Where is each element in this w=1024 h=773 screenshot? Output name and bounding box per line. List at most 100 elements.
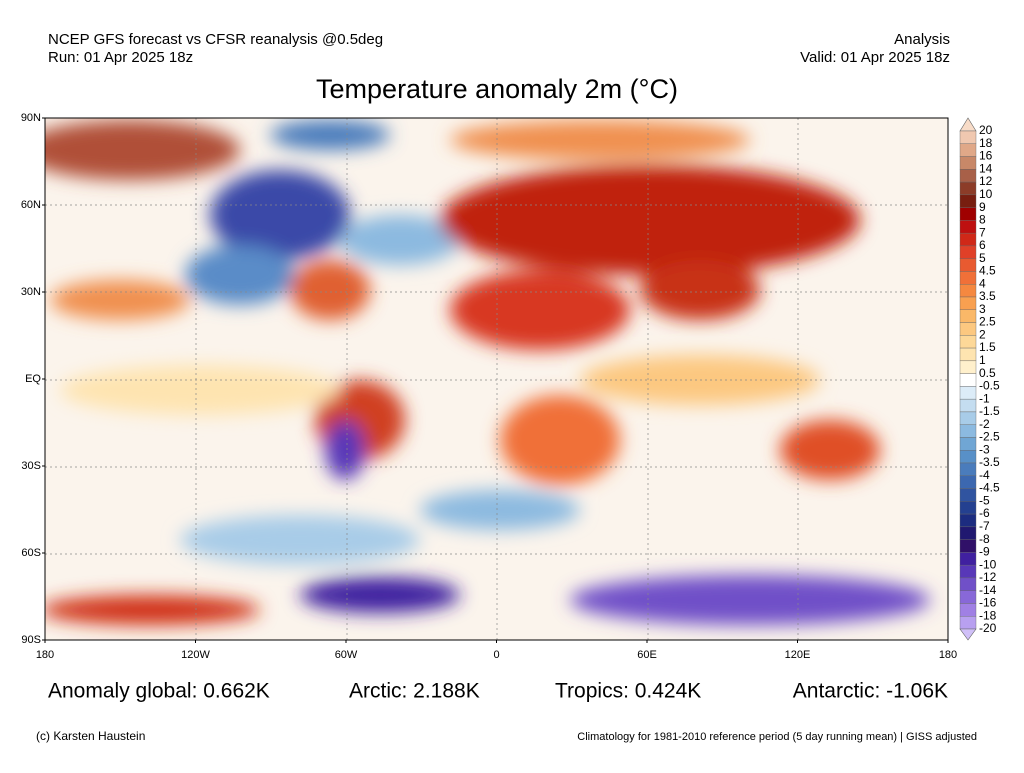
lat-label: 60S xyxy=(21,547,41,559)
colorbar-label: 0.5 xyxy=(979,366,996,380)
colorbar-bin xyxy=(959,475,977,489)
colorbar-label: -5 xyxy=(979,493,990,507)
colorbar-label: -6 xyxy=(979,506,990,520)
colorbar-bin xyxy=(959,284,977,298)
colorbar-bin xyxy=(959,271,977,285)
colorbar-bin xyxy=(959,501,977,515)
lat-label: 60N xyxy=(21,199,41,211)
colorbar-bin xyxy=(959,577,977,591)
colorbar-bin xyxy=(959,335,977,349)
lon-label: 180 xyxy=(36,649,54,661)
colorbar-bin xyxy=(959,220,977,234)
colorbar-label: -0.5 xyxy=(979,379,1000,393)
colorbar-label: 12 xyxy=(979,174,993,188)
colorbar-bin xyxy=(959,462,977,476)
colorbar-label: 2 xyxy=(979,327,986,341)
colorbar-label: -3 xyxy=(979,442,990,456)
colorbar-bin xyxy=(959,424,977,438)
colorbar-bin xyxy=(959,360,977,374)
colorbar-bin xyxy=(959,603,977,617)
map-axes: 90N 60N 30N EQ 30S 60S 90S 180 120W 60W 0 60E 120E 18… xyxy=(21,112,957,661)
colorbar-label: -1 xyxy=(979,391,990,405)
colorbar-label: 7 xyxy=(979,225,986,239)
lon-label: 60E xyxy=(637,649,657,661)
colorbar-arrow xyxy=(959,628,977,641)
credit: (c) Karsten Haustein xyxy=(36,729,145,743)
colorbar-label: -1.5 xyxy=(979,404,1000,418)
map-title: Temperature anomaly 2m (°C) xyxy=(316,74,678,104)
colorbar-label: -8 xyxy=(979,532,990,546)
colorbar-label: 8 xyxy=(979,213,986,227)
colorbar-bin xyxy=(959,207,977,221)
colorbar-bin xyxy=(959,143,977,157)
colorbar-label: -2 xyxy=(979,417,990,431)
colorbar-bin xyxy=(959,296,977,310)
colorbar: 201816141210987654.543.532.521.510.5-0.5… xyxy=(959,117,1000,641)
colorbar-label: 1.5 xyxy=(979,340,996,354)
lon-label: 60W xyxy=(335,649,358,661)
colorbar-label: -12 xyxy=(979,570,997,584)
colorbar-bin xyxy=(959,411,977,425)
colorbar-label: 10 xyxy=(979,187,993,201)
colorbar-label: 20 xyxy=(979,123,993,137)
lon-label: 180 xyxy=(939,649,957,661)
lon-label: 120E xyxy=(785,649,811,661)
lat-label: 90N xyxy=(21,112,41,124)
climatology-note: Climatology for 1981-2010 reference peri… xyxy=(577,731,977,743)
lat-label: 90S xyxy=(21,634,41,646)
colorbar-label: -3.5 xyxy=(979,455,1000,469)
colorbar-label: 6 xyxy=(979,238,986,252)
colorbar-bin xyxy=(959,245,977,259)
colorbar-bin xyxy=(959,232,977,247)
colorbar-label: -14 xyxy=(979,583,997,597)
colorbar-label: -7 xyxy=(979,519,990,533)
header-line: Valid: 01 Apr 2025 18z xyxy=(800,49,950,66)
colorbar-arrow xyxy=(959,117,977,132)
header-line: NCEP GFS forecast vs CFSR reanalysis @0.… xyxy=(48,31,383,48)
colorbar-bin xyxy=(959,194,977,208)
colorbar-label: -10 xyxy=(979,557,997,571)
colorbar-label: -4.5 xyxy=(979,481,1000,495)
header-line: Analysis xyxy=(894,31,950,48)
colorbar-label: 5 xyxy=(979,251,986,265)
colorbar-bin xyxy=(959,526,977,540)
colorbar-bin xyxy=(959,386,977,400)
colorbar-bin xyxy=(959,156,977,170)
colorbar-label: 4 xyxy=(979,276,986,290)
colorbar-label: 1 xyxy=(979,353,986,367)
lat-label: 30S xyxy=(21,460,41,472)
lon-label: 0 xyxy=(493,649,499,661)
colorbar-label: -16 xyxy=(979,596,997,610)
anomaly-field xyxy=(45,118,948,640)
colorbar-label: -18 xyxy=(979,608,997,622)
colorbar-bin xyxy=(959,450,977,464)
colorbar-label: -9 xyxy=(979,545,990,559)
colorbar-label: 16 xyxy=(979,149,993,163)
colorbar-bin xyxy=(959,513,977,528)
stat: Arctic: 2.188K xyxy=(349,680,480,703)
colorbar-bin xyxy=(959,616,977,630)
colorbar-bin xyxy=(959,347,977,362)
colorbar-bin xyxy=(959,488,977,502)
stat: Tropics: 0.424K xyxy=(555,680,701,703)
colorbar-bin xyxy=(959,590,977,604)
colorbar-bin xyxy=(959,373,977,387)
colorbar-label: 3 xyxy=(979,302,986,316)
colorbar-bin xyxy=(959,258,977,272)
colorbar-label: 18 xyxy=(979,136,993,150)
colorbar-label: 9 xyxy=(979,200,986,214)
colorbar-bin xyxy=(959,552,977,566)
colorbar-bin xyxy=(959,181,977,196)
colorbar-label: -20 xyxy=(979,621,997,635)
colorbar-label: -4 xyxy=(979,468,990,482)
colorbar-label: 14 xyxy=(979,161,993,175)
colorbar-label: 2.5 xyxy=(979,315,996,329)
lat-label: EQ xyxy=(25,373,41,385)
stat: Antarctic: -1.06K xyxy=(793,680,948,703)
colorbar-label: -2.5 xyxy=(979,430,1000,444)
colorbar-bin xyxy=(959,130,977,144)
colorbar-bin xyxy=(959,309,977,323)
lat-label: 30N xyxy=(21,286,41,298)
colorbar-label: 4.5 xyxy=(979,264,996,278)
